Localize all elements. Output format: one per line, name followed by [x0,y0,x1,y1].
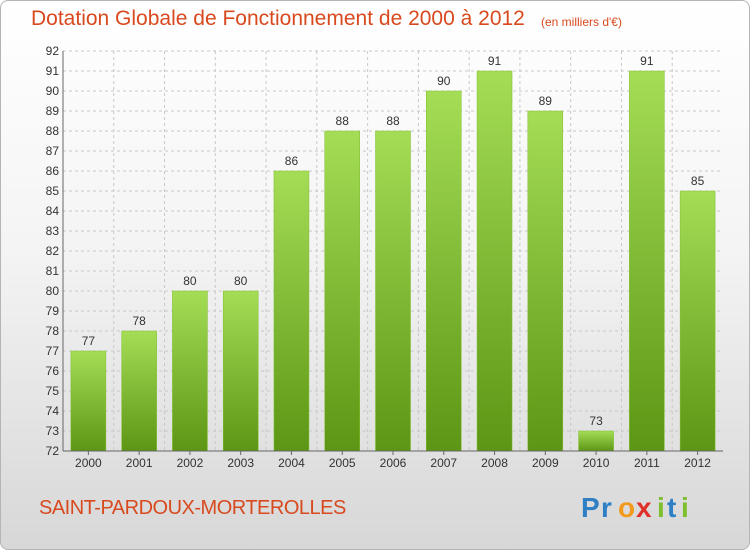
y-tick-label: 80 [46,284,60,298]
bar-value-label: 80 [234,274,248,288]
y-tick-label: 84 [46,204,60,218]
y-tick-label: 75 [46,384,60,398]
bar-value-label: 73 [589,414,603,428]
x-tick-label: 2011 [634,456,660,470]
bar-value-label: 85 [691,174,705,188]
logo-letter: r [601,492,612,523]
y-tick-label: 91 [46,64,60,78]
x-tick-label: 2003 [227,456,254,470]
y-tick-label: 77 [46,344,60,358]
bar-value-label: 91 [640,54,654,68]
x-tick-label: 2012 [684,456,711,470]
logo-letter: o [618,492,636,523]
logo-letter: i [681,492,689,523]
bar [70,350,107,452]
logo-letter: i [657,492,665,523]
x-tick-label: 2000 [75,456,102,470]
bar [476,70,513,452]
bar [527,110,564,452]
bar [324,130,360,452]
bar-value-label: 91 [488,54,502,68]
bar [172,290,208,452]
bar-value-label: 86 [285,154,299,168]
y-tick-label: 73 [46,424,60,438]
y-tick-label: 90 [46,84,60,98]
bar-value-label: 88 [336,114,350,128]
bar-value-label: 80 [183,274,197,288]
y-tick-label: 86 [46,164,60,178]
commune-name: SAINT-PARDOUX-MORTEROLLES [39,497,346,519]
logo-letter: t [667,492,677,523]
y-tick-label: 85 [46,184,60,198]
x-tick-label: 2010 [583,456,610,470]
logo-letter: x [636,492,652,523]
bar-value-label: 78 [132,314,146,328]
x-tick-label: 2006 [380,456,407,470]
y-tick-label: 82 [46,244,60,258]
x-tick-label: 2004 [278,456,305,470]
y-tick-label: 76 [46,364,60,378]
bar-value-label: 89 [539,94,553,108]
y-tick-label: 89 [46,104,60,118]
bar [121,330,157,452]
bar-value-label: 88 [386,114,400,128]
x-tick-label: 2008 [481,456,508,470]
y-tick-label: 87 [46,144,60,158]
bar-value-label: 90 [437,74,451,88]
bar [375,130,411,452]
x-tick-label: 2001 [126,456,153,470]
bar [426,90,462,452]
y-tick-label: 79 [46,304,60,318]
y-tick-label: 92 [46,44,60,58]
logo-letter: P [581,492,600,523]
y-tick-label: 74 [46,404,60,418]
y-tick-label: 72 [46,444,60,458]
bar [222,290,259,452]
bar [273,170,310,452]
y-tick-label: 81 [46,264,60,278]
bar [578,430,614,452]
x-tick-label: 2002 [177,456,204,470]
bar [629,70,665,452]
x-tick-label: 2007 [430,456,457,470]
chart-title: Dotation Globale de Fonctionnement de 20… [31,7,525,30]
x-tick-label: 2009 [532,456,559,470]
x-tick-label: 2005 [329,456,356,470]
y-tick-label: 83 [46,224,60,238]
chart-subtitle: (en milliers d'€) [541,15,622,29]
y-tick-label: 88 [46,124,60,138]
bar [679,190,716,452]
bar-value-label: 77 [82,334,96,348]
y-tick-label: 78 [46,324,60,338]
